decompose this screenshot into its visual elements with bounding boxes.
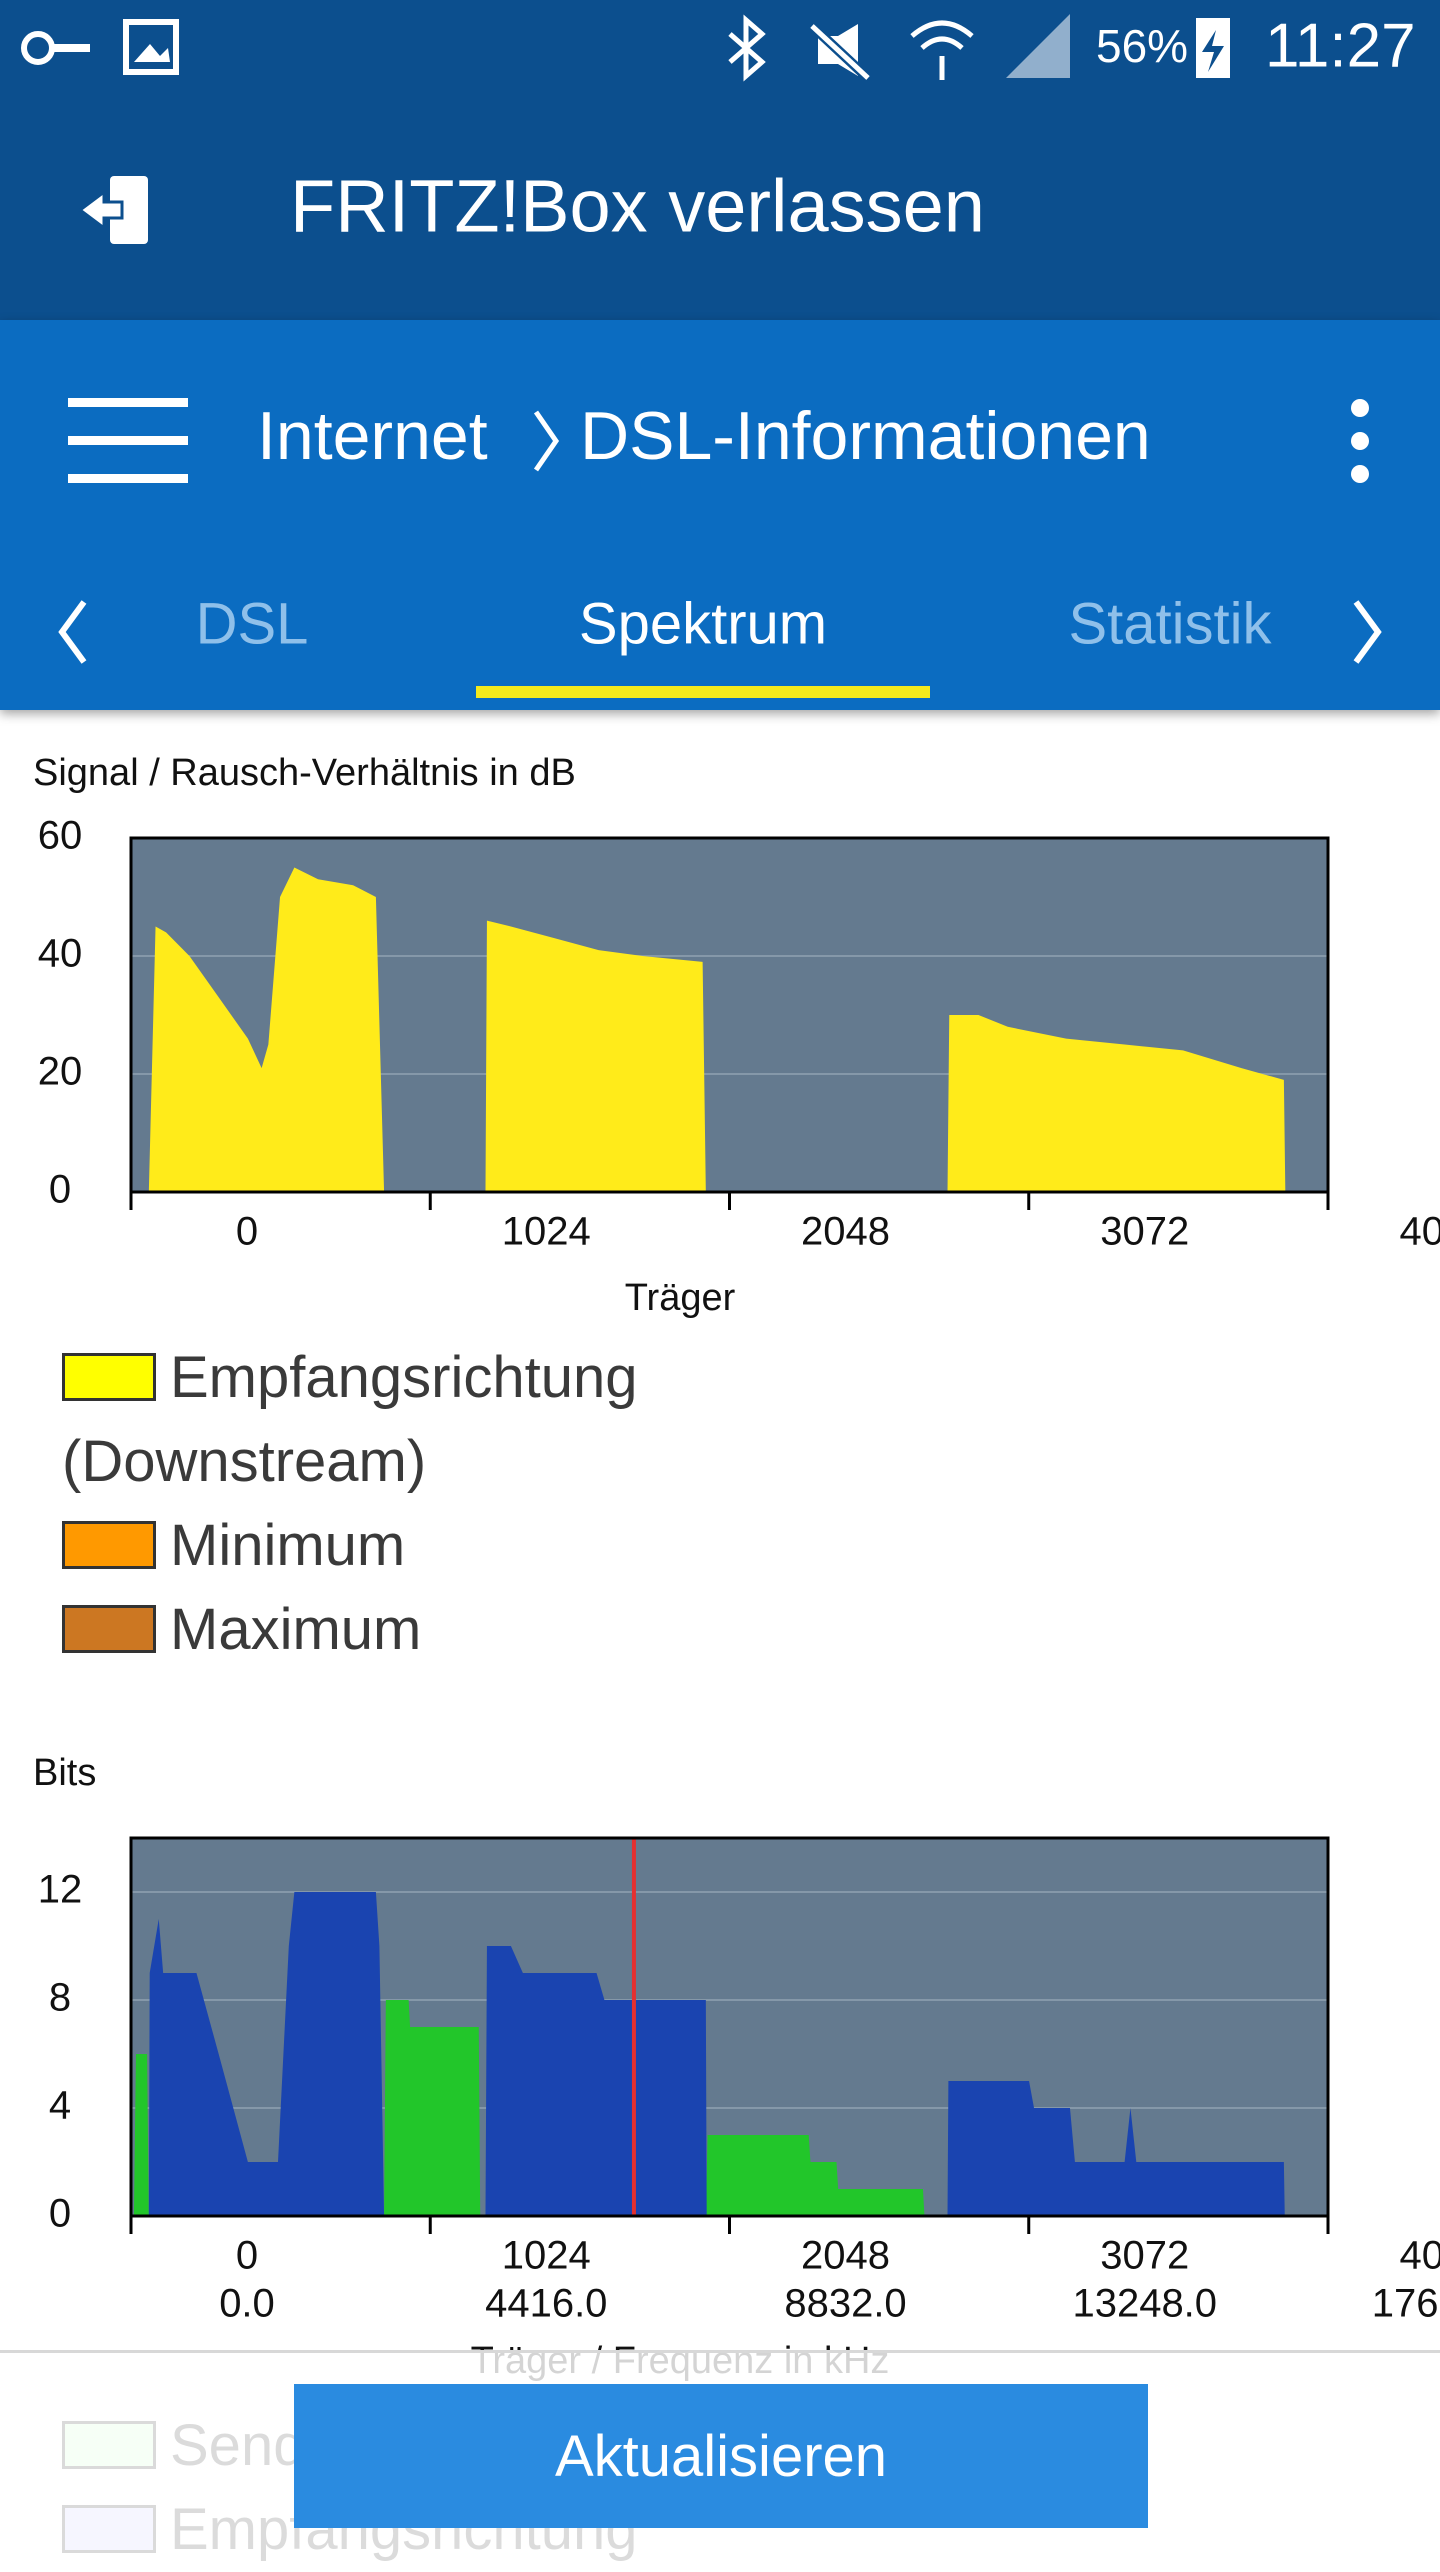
x-axis-label: Träger <box>625 1277 736 1319</box>
y-tick-label: 40 <box>38 932 83 976</box>
x2-tick-label: 13248.0 <box>1072 2282 1217 2326</box>
y-tick-label: 20 <box>38 1050 83 1094</box>
breadcrumb-current: DSL-Informationen <box>580 398 1151 474</box>
y-tick-label: 0 <box>49 1168 71 1212</box>
y-tick-label: 12 <box>38 1868 83 1912</box>
refresh-button[interactable]: Aktualisieren <box>294 2384 1148 2528</box>
y-tick-label: 0 <box>49 2192 71 2236</box>
legend-swatch <box>62 1521 156 1569</box>
legend-entry: Empfangsrichtung (Downstream) <box>62 1336 742 1504</box>
y-tick-label: 8 <box>49 1976 71 2020</box>
x-tick-label: 1024 <box>502 1210 591 1254</box>
x-tick-label: 0 <box>236 2234 258 2278</box>
area <box>148 867 1286 1192</box>
chart-title: Bits <box>33 1752 96 1794</box>
toolbar <box>0 320 1440 710</box>
tab-prev[interactable] <box>58 600 87 664</box>
y-tick-label: 60 <box>38 814 83 858</box>
legend-entry: Minimum <box>62 1504 742 1588</box>
tab-indicator <box>476 686 930 698</box>
x-tick-label: 4096 <box>1400 2234 1440 2278</box>
tab-next[interactable] <box>1353 600 1382 664</box>
legend: Empfangsrichtung (Downstream) Minimum Maxi… <box>62 1336 742 1672</box>
x-tick-label: 2048 <box>801 1210 890 1254</box>
legend-entry: Maximum <box>62 1588 742 1672</box>
chart-title: Signal / Rausch-Verhältnis in dB <box>33 752 576 794</box>
x2-tick-label: 0.0 <box>219 2282 275 2326</box>
legend-label: Minimum <box>170 1513 406 1578</box>
status-icons: 56% 11:27 FRITZ!Box verlassen <box>21 11 1416 248</box>
legend-label: Maximum <box>170 1597 422 1662</box>
toolbar-content: Internet DSL-Informationen DSL Spektrum St… <box>58 398 1382 698</box>
y-tick-label: 4 <box>49 2084 71 2128</box>
clock: 11:27 <box>1265 11 1416 80</box>
tab[interactable]: DSL <box>196 591 309 656</box>
x2-tick-label: 17664.0 <box>1372 2282 1440 2326</box>
x-tick-label: 4096 <box>1400 1210 1440 1254</box>
legend-swatch <box>62 1353 156 1401</box>
area <box>133 2000 925 2216</box>
x-tick-label: 1024 <box>502 2234 591 2278</box>
tab[interactable]: Spektrum <box>579 591 827 656</box>
tab[interactable]: Statistik <box>1068 591 1272 656</box>
x-tick-label: 3072 <box>1100 2234 1189 2278</box>
more-button[interactable] <box>1351 399 1369 483</box>
x-tick-label: 2048 <box>801 2234 890 2278</box>
x2-tick-label: 8832.0 <box>784 2282 906 2326</box>
exit-icon[interactable] <box>77 176 148 244</box>
battery-percent: 56% <box>1096 20 1188 72</box>
area <box>148 1892 1285 2216</box>
x-tick-label: 3072 <box>1100 1210 1189 1254</box>
x2-tick-label: 4416.0 <box>485 2282 607 2326</box>
menu-button[interactable] <box>68 398 188 483</box>
legend-label: Empfangsrichtung (Downstream) <box>62 1345 638 1494</box>
breadcrumb-separator <box>533 410 560 472</box>
x-tick-label: 0 <box>236 1210 258 1254</box>
breadcrumb-parent: Internet <box>257 398 488 474</box>
app-title: FRITZ!Box verlassen <box>290 165 985 248</box>
legend-swatch <box>62 1605 156 1653</box>
